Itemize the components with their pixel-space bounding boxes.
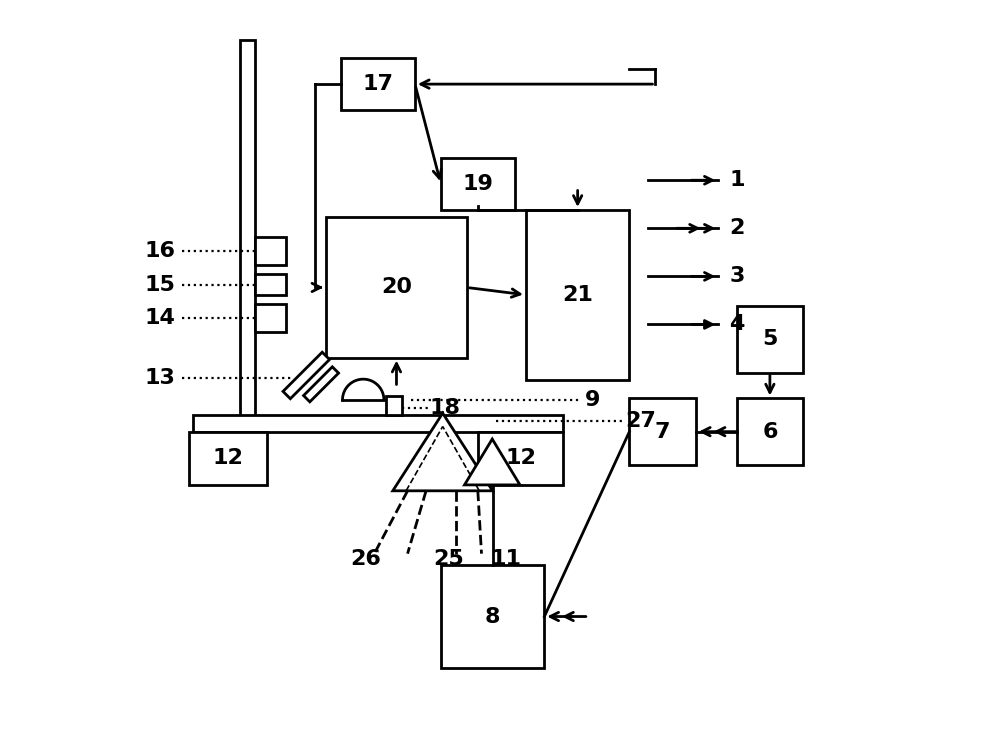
Text: 8: 8 [485,606,500,627]
Text: 25: 25 [433,549,464,569]
Text: 14: 14 [144,308,175,328]
Text: 11: 11 [490,549,521,569]
Text: 2: 2 [729,218,745,238]
Bar [189,431,267,485]
Text: 19: 19 [462,174,493,194]
Text: 21: 21 [562,285,593,305]
Text: 9: 9 [585,390,600,410]
Bar [240,39,255,465]
Polygon shape [465,439,520,485]
Text: 5: 5 [762,329,778,349]
Text: 7: 7 [655,422,670,442]
Bar [255,237,286,265]
Text: 27: 27 [625,410,656,431]
Bar [441,565,544,668]
Bar [386,396,402,415]
Text: 26: 26 [350,549,381,569]
Polygon shape [283,352,330,399]
Bar [478,431,563,485]
Text: 13: 13 [144,368,175,387]
Text: 3: 3 [729,267,745,286]
Bar [526,210,629,380]
Text: 18: 18 [429,398,460,418]
Text: 20: 20 [381,277,412,297]
Polygon shape [393,413,493,491]
Bar [629,399,696,465]
Bar [737,306,803,372]
Text: 16: 16 [144,241,175,261]
Bar [441,158,515,210]
Text: 15: 15 [144,274,175,294]
Bar [255,304,286,332]
Bar [255,274,286,295]
Text: 1: 1 [729,171,745,190]
Bar [193,416,563,431]
Text: 6: 6 [762,422,778,442]
Text: 4: 4 [729,314,745,335]
Text: 17: 17 [362,74,393,94]
Text: 12: 12 [505,448,536,469]
Bar [341,58,415,110]
Bar [737,399,803,465]
Bar [326,218,467,358]
Text: 12: 12 [212,448,243,469]
Polygon shape [304,367,339,402]
